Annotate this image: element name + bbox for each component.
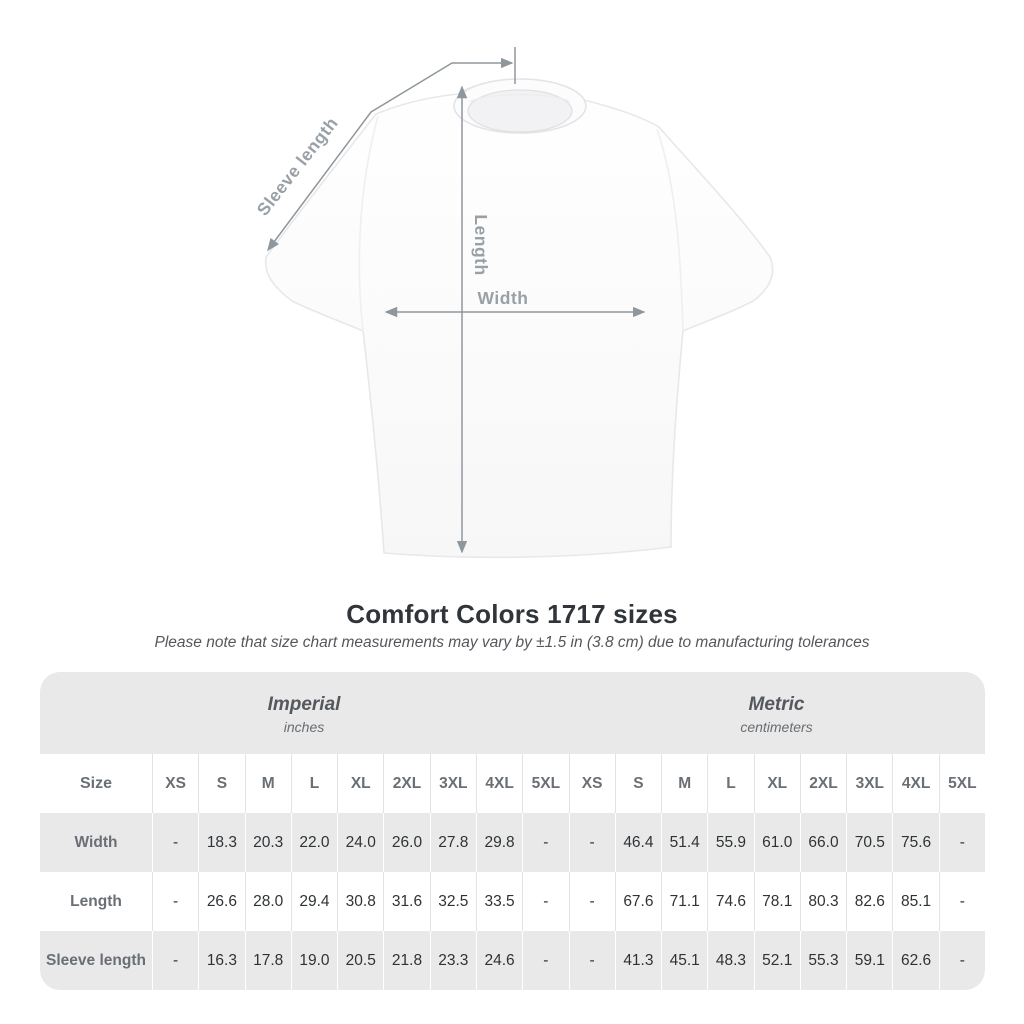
data-cell: 20.3 [244, 813, 291, 872]
page-subtitle: Please note that size chart measurements… [154, 634, 870, 651]
data-cell: - [568, 872, 615, 931]
data-cell: 71.1 [661, 872, 707, 931]
data-cell: 24.6 [475, 931, 522, 990]
unit-header-band: Imperial inches Metric centimeters [40, 672, 985, 754]
data-cell: 78.1 [753, 872, 800, 931]
data-cell: 31.6 [383, 872, 429, 931]
metric-label: Metric [748, 693, 805, 715]
table-row-sleeve-length: Sleeve length - 16.3 17.8 19.0 20.5 21.8… [40, 931, 985, 990]
data-cell: 22.0 [290, 813, 337, 872]
data-cell: 82.6 [846, 872, 892, 931]
data-cell: 19.0 [290, 931, 337, 990]
data-cell: - [568, 813, 615, 872]
data-cell: 27.8 [429, 813, 476, 872]
size-header-row: Size XS S M L XL 2XL 3XL 4XL 5XL XS S M … [40, 754, 985, 813]
size-header: 3XL [429, 754, 476, 813]
imperial-label: Imperial [267, 693, 341, 715]
data-cell: 62.6 [892, 931, 938, 990]
size-header: 2XL [799, 754, 846, 813]
row-label: Width [74, 833, 118, 851]
size-header: 4XL [475, 754, 522, 813]
size-header: 2XL [383, 754, 429, 813]
data-cell: - [568, 931, 615, 990]
data-cell: 74.6 [707, 872, 753, 931]
data-cell: 66.0 [799, 813, 846, 872]
data-cell: 85.1 [892, 872, 938, 931]
data-cell: 29.8 [475, 813, 522, 872]
size-header: XL [753, 754, 800, 813]
data-cell: 51.4 [661, 813, 707, 872]
data-cell: 32.5 [429, 872, 476, 931]
table-row-width: Width - 18.3 20.3 22.0 24.0 26.0 27.8 29… [40, 813, 985, 872]
size-header: 5XL [938, 754, 985, 813]
data-cell: 55.9 [707, 813, 753, 872]
size-header: L [290, 754, 337, 813]
width-label: Width [478, 288, 529, 308]
data-cell: 29.4 [290, 872, 337, 931]
size-header: M [661, 754, 707, 813]
row-label: Length [70, 892, 122, 910]
data-cell: 80.3 [799, 872, 846, 931]
page-title: Comfort Colors 1717 sizes [346, 599, 678, 629]
size-header: S [614, 754, 661, 813]
size-header: M [244, 754, 291, 813]
size-header: 4XL [892, 754, 938, 813]
data-cell: - [522, 872, 568, 931]
size-header: XS [152, 754, 198, 813]
table-row-length: Length - 26.6 28.0 29.4 30.8 31.6 32.5 3… [40, 872, 985, 931]
size-header: 5XL [522, 754, 568, 813]
data-cell: 61.0 [753, 813, 800, 872]
size-header: L [707, 754, 753, 813]
data-cell: 30.8 [337, 872, 383, 931]
data-cell: 28.0 [244, 872, 291, 931]
data-cell: 24.0 [337, 813, 383, 872]
data-cell: - [152, 813, 198, 872]
data-cell: - [152, 872, 198, 931]
data-cell: 26.0 [383, 813, 429, 872]
size-header: XL [337, 754, 383, 813]
data-cell: 17.8 [244, 931, 291, 990]
data-cell: 33.5 [475, 872, 522, 931]
row-label: Sleeve length [46, 951, 146, 969]
data-cell: 70.5 [846, 813, 892, 872]
collar [453, 78, 587, 134]
data-cell: 23.3 [429, 931, 476, 990]
size-header: 3XL [846, 754, 892, 813]
data-cell: 52.1 [753, 931, 800, 990]
imperial-header: Imperial inches [40, 672, 568, 754]
size-header: S [198, 754, 244, 813]
data-cell: 48.3 [707, 931, 753, 990]
data-cell: 21.8 [383, 931, 429, 990]
data-cell: 55.3 [799, 931, 846, 990]
size-column-header: Size [79, 774, 112, 792]
data-cell: - [522, 931, 568, 990]
data-cell: 16.3 [198, 931, 244, 990]
size-header: XS [568, 754, 615, 813]
data-cell: 67.6 [614, 872, 661, 931]
data-cell: 59.1 [846, 931, 892, 990]
data-cell: - [522, 813, 568, 872]
tshirt-size-diagram: Sleeve length Length Width [253, 47, 774, 559]
data-cell: 18.3 [198, 813, 244, 872]
data-cell: 41.3 [614, 931, 661, 990]
data-cell: - [938, 813, 985, 872]
data-cell: - [938, 872, 985, 931]
data-cell: 45.1 [661, 931, 707, 990]
data-cell: 26.6 [198, 872, 244, 931]
data-cell: 46.4 [614, 813, 661, 872]
sleeve-length-arrow [267, 57, 514, 252]
metric-header: Metric centimeters [568, 672, 985, 754]
imperial-unit: inches [283, 718, 325, 735]
size-chart-table: Imperial inches Metric centimeters Size … [40, 672, 985, 990]
length-label: Length [471, 214, 491, 275]
data-cell: 75.6 [892, 813, 938, 872]
measurement-lines [267, 47, 646, 554]
data-cell: - [938, 931, 985, 990]
metric-unit: centimeters [740, 718, 813, 735]
data-cell: - [152, 931, 198, 990]
data-cell: 20.5 [337, 931, 383, 990]
